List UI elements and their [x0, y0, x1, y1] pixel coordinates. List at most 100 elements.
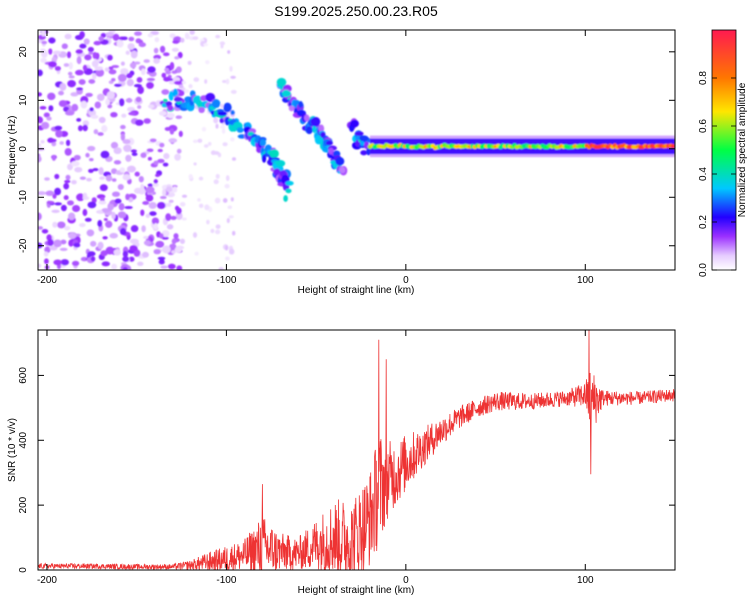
colorbar-tick-label: 0.6 — [698, 119, 709, 133]
spectrogram-cell — [146, 81, 154, 89]
spectrogram-cell — [228, 215, 234, 219]
spectrogram-cell — [203, 43, 209, 47]
spectrogram-cell — [105, 174, 113, 182]
spectrogram-cell — [63, 195, 69, 201]
spectrogram-cell — [227, 50, 231, 54]
spectrogram-cell — [60, 259, 69, 266]
spectrogram-cell — [222, 79, 227, 84]
spectrogram-cell — [67, 71, 73, 76]
spectrogram-cell — [147, 183, 154, 187]
spectrogram-cell — [285, 180, 294, 186]
spectrogram-cell — [138, 42, 146, 48]
spectrogram-y-ticks: -20 -10 0 10 20 — [18, 46, 675, 253]
spectrogram-cell — [176, 265, 183, 270]
spectrogram-frame — [37, 29, 676, 271]
y-tick-label: 400 — [18, 431, 29, 448]
spectrogram-cell — [147, 156, 152, 161]
spectrogram-cell — [68, 62, 73, 70]
spectrogram-cell — [75, 69, 84, 76]
spectrogram-cell — [58, 100, 68, 108]
spectrogram-cell — [98, 36, 104, 42]
spectrogram-cell — [125, 154, 132, 162]
spectrogram-cell — [111, 191, 121, 197]
spectrogram-cell — [93, 129, 99, 135]
spectrogram-cell — [41, 228, 49, 234]
spectrogram-cell — [85, 152, 90, 158]
spectrogram-cell — [55, 129, 63, 138]
spectrogram-cell — [40, 57, 47, 63]
spectrogram-cell — [46, 116, 52, 121]
spectrogram-cell — [232, 230, 236, 236]
spectrogram-cell — [116, 39, 124, 48]
snr-y-label: SNR (10 * v/v) — [7, 418, 18, 482]
spectrogram-cell — [148, 104, 155, 109]
x-tick-label: -100 — [216, 575, 236, 586]
spectrogram-cell — [134, 31, 142, 36]
spectrogram-cell — [121, 36, 128, 41]
spectrogram-cell — [151, 217, 160, 225]
spectrogram-cell — [288, 105, 295, 112]
snr-x-label: Height of straight line (km) — [298, 585, 415, 596]
spectrogram-cell — [175, 115, 183, 120]
spectrogram-cell — [122, 174, 131, 181]
spectrogram-cell — [177, 51, 183, 59]
spectrogram-cell — [283, 195, 288, 202]
spectrogram-cell — [83, 38, 90, 45]
spectrogram-cell — [168, 91, 174, 101]
spectrogram-cell — [359, 135, 369, 142]
spectrogram-cell — [173, 233, 179, 239]
spectrogram-cell — [227, 205, 233, 210]
spectrogram-cell — [136, 77, 143, 83]
spectrogram-cell — [101, 261, 111, 267]
spectrogram-cell — [38, 143, 42, 147]
y-tick-label: 20 — [18, 46, 29, 58]
spectrogram-cell — [120, 133, 126, 141]
spectrogram-cell — [119, 98, 125, 107]
spectrogram-cell — [153, 222, 158, 230]
spectrogram-cell — [169, 61, 175, 70]
spectrogram-cell — [206, 219, 210, 225]
spectrogram-cell — [120, 61, 125, 66]
colorbar-tick-label: 0.4 — [698, 167, 709, 181]
spectrogram-cell — [48, 105, 54, 112]
spectrogram-cell — [178, 130, 183, 138]
spectrogram-cell — [229, 248, 235, 255]
y-tick-label: 600 — [18, 367, 29, 384]
spectrogram-cell — [140, 209, 145, 216]
spectrogram-cell — [51, 154, 56, 161]
spectrogram-cell — [229, 65, 233, 72]
spectrogram-cell — [86, 177, 92, 182]
spectrogram-cell — [155, 240, 165, 248]
spectrogram-cell — [117, 211, 127, 219]
spectrogram-cell — [354, 135, 361, 141]
spectrogram-cell — [87, 201, 97, 209]
spectrogram-cell — [161, 236, 169, 240]
spectrogram-cell — [213, 151, 220, 155]
spectrogram-cell — [215, 34, 221, 39]
spectrogram-cell — [108, 80, 114, 85]
spectrogram-cell — [133, 249, 141, 257]
spectrogram-cell — [170, 215, 177, 220]
spectrogram-cell — [90, 256, 96, 262]
spectrogram-cell — [354, 131, 364, 136]
spectrogram-cell — [82, 192, 88, 199]
spectrogram-cell — [67, 80, 76, 88]
spectrogram-cell — [45, 190, 55, 196]
spectrogram-cell — [220, 103, 224, 109]
spectrogram-cell — [126, 165, 136, 173]
x-tick-label: -200 — [37, 275, 57, 286]
spectrogram-cell — [284, 90, 291, 97]
spectrogram-cell — [221, 128, 226, 134]
spectrogram-cell — [87, 251, 96, 257]
spectrogram-cell — [153, 47, 159, 54]
spectrogram-x-label: Height of straight line (km) — [298, 285, 415, 296]
spectrogram-cell — [126, 72, 133, 79]
spectrogram-cell — [73, 154, 81, 161]
spectrogram-cell — [80, 100, 88, 109]
spectrogram-cell — [108, 69, 117, 75]
spectrogram-cell — [181, 80, 187, 85]
colorbar-label: Normalized spectral amplitude — [737, 82, 748, 217]
spectrogram-cell — [59, 83, 67, 91]
spectrogram-cell — [168, 199, 174, 203]
spectrogram-cell — [230, 89, 237, 94]
